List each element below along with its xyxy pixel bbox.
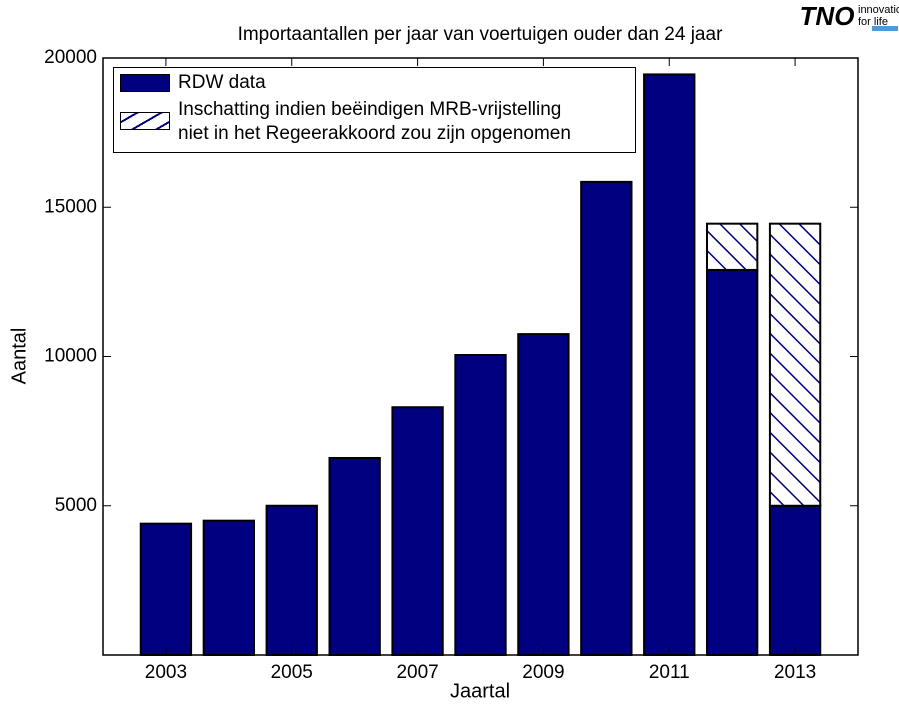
bar xyxy=(328,456,381,656)
logo-bar xyxy=(872,26,898,31)
y-tick-label: 20000 xyxy=(44,47,97,68)
x-tick-label: 2013 xyxy=(774,662,816,683)
y-tick-label: 15000 xyxy=(44,196,97,217)
chart-title: Importaantallen per jaar van voertuigen … xyxy=(238,24,723,45)
legend-label: Inschatting indien beëindigen MRB-vrijst… xyxy=(178,99,571,144)
y-tick-label: 10000 xyxy=(44,346,97,367)
logo-text: TNO xyxy=(800,1,855,31)
x-tick-label: 2003 xyxy=(145,662,187,683)
x-tick-label: 2011 xyxy=(649,662,690,683)
legend: RDW data Inschatting indien beëindigen M… xyxy=(113,67,636,153)
bar xyxy=(454,354,507,656)
x-tick-label: 2009 xyxy=(522,662,564,683)
bar xyxy=(139,522,193,656)
bar xyxy=(706,222,759,271)
bar xyxy=(768,504,822,656)
bar xyxy=(265,504,318,656)
bar xyxy=(706,268,759,656)
y-axis-label: Aantal xyxy=(8,328,30,385)
legend-label: RDW data xyxy=(178,72,266,93)
bar xyxy=(643,73,696,657)
bar xyxy=(202,519,256,656)
x-tick-label: 2005 xyxy=(271,662,313,683)
legend-swatch xyxy=(120,74,170,92)
logo-tagline: for life xyxy=(858,16,888,28)
bar xyxy=(768,222,822,507)
bar xyxy=(391,406,444,656)
bar xyxy=(580,180,633,656)
legend-swatch xyxy=(120,112,170,130)
x-axis-label: Jaartal xyxy=(450,680,510,702)
x-tick-label: 2007 xyxy=(396,662,438,683)
logo-tagline: innovation xyxy=(858,4,899,16)
y-tick-label: 5000 xyxy=(55,495,97,516)
bar xyxy=(517,333,570,656)
